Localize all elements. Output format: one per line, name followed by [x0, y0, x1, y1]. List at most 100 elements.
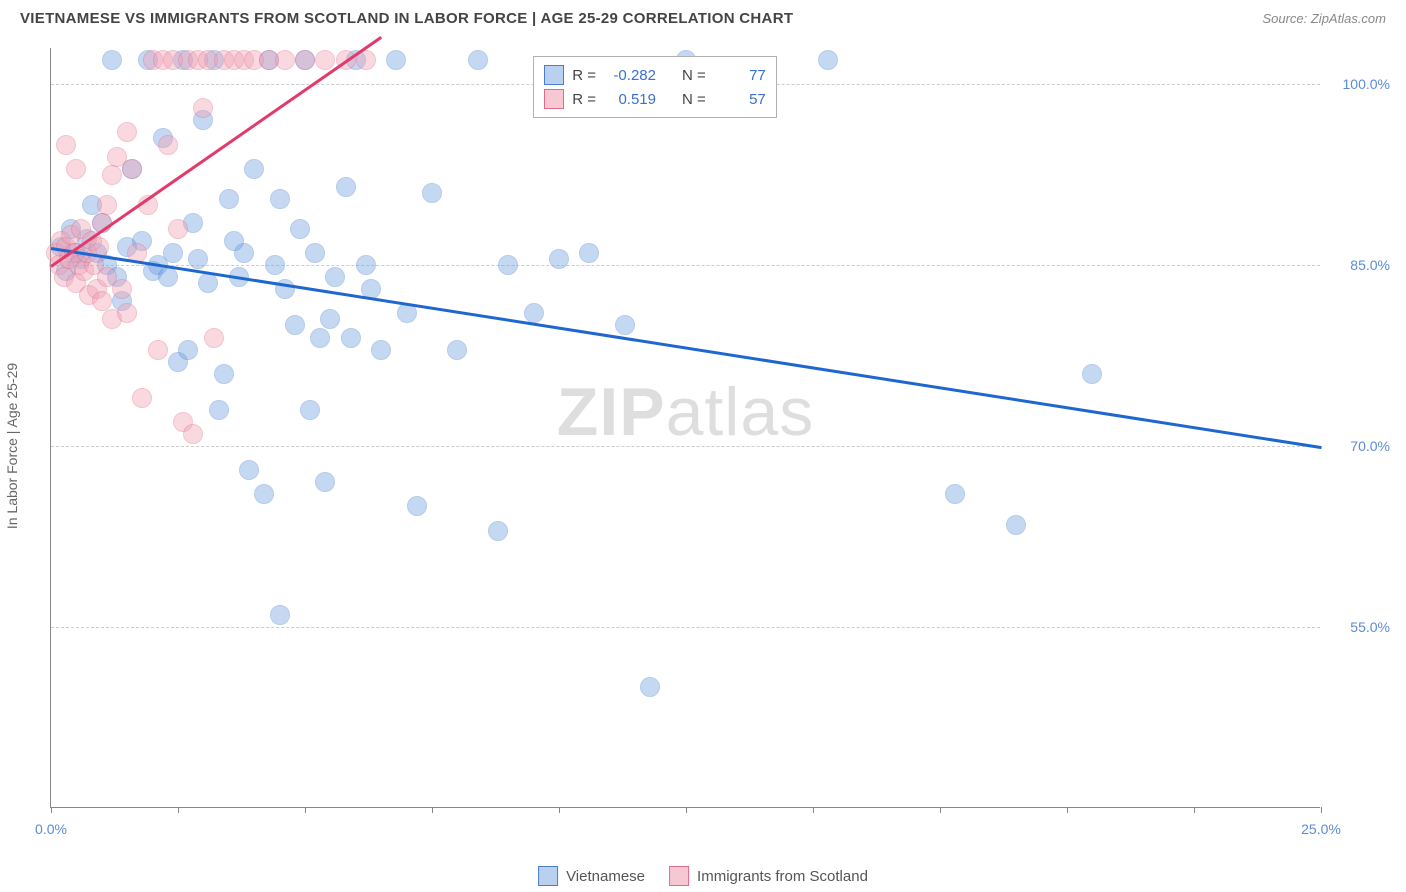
- stat-n-label: N =: [682, 67, 706, 84]
- data-point: [1006, 515, 1026, 535]
- data-point: [615, 315, 635, 335]
- legend-swatch: [669, 866, 689, 886]
- data-point: [158, 135, 178, 155]
- data-point: [488, 521, 508, 541]
- stat-r-label: R =: [572, 91, 596, 108]
- gridline: [51, 446, 1320, 447]
- data-point: [168, 219, 188, 239]
- stats-row: R = 0.519 N = 57: [544, 87, 766, 111]
- legend-item: Immigrants from Scotland: [669, 866, 868, 886]
- data-point: [336, 177, 356, 197]
- series-swatch: [544, 89, 564, 109]
- data-point: [92, 291, 112, 311]
- data-point: [640, 677, 660, 697]
- data-point: [524, 303, 544, 323]
- stats-row: R = -0.282 N = 77: [544, 63, 766, 87]
- data-point: [219, 189, 239, 209]
- source-link[interactable]: ZipAtlas.com: [1311, 11, 1386, 26]
- x-tick-mark: [1194, 807, 1195, 813]
- data-point: [193, 98, 213, 118]
- source-credit: Source: ZipAtlas.com: [1262, 11, 1386, 26]
- data-point: [117, 303, 137, 323]
- series-swatch: [544, 65, 564, 85]
- data-point: [163, 243, 183, 263]
- data-point: [447, 340, 467, 360]
- data-point: [204, 328, 224, 348]
- stat-n-label: N =: [682, 91, 706, 108]
- y-tick-label: 100.0%: [1330, 76, 1390, 92]
- data-point: [112, 279, 132, 299]
- x-tick-mark: [51, 807, 52, 813]
- data-point: [102, 50, 122, 70]
- data-point: [244, 159, 264, 179]
- data-point: [549, 249, 569, 269]
- data-point: [122, 159, 142, 179]
- data-point: [198, 273, 218, 293]
- data-point: [310, 328, 330, 348]
- data-point: [239, 460, 259, 480]
- data-point: [270, 189, 290, 209]
- data-point: [265, 255, 285, 275]
- data-point: [305, 243, 325, 263]
- data-point: [407, 496, 427, 516]
- data-point: [275, 50, 295, 70]
- stats-box: R = -0.282 N = 77 R = 0.519 N = 57: [533, 56, 777, 118]
- trend-line: [50, 36, 382, 268]
- data-point: [325, 267, 345, 287]
- data-point: [579, 243, 599, 263]
- data-point: [356, 255, 376, 275]
- data-point: [183, 424, 203, 444]
- stat-r-value: 0.519: [604, 91, 656, 108]
- data-point: [295, 50, 315, 70]
- stat-r-label: R =: [572, 67, 596, 84]
- data-point: [290, 219, 310, 239]
- y-axis-label: In Labor Force | Age 25-29: [4, 363, 20, 529]
- x-tick-mark: [178, 807, 179, 813]
- stat-n-value: 77: [714, 67, 766, 84]
- gridline: [51, 627, 1320, 628]
- data-point: [148, 340, 168, 360]
- data-point: [102, 165, 122, 185]
- legend: Vietnamese Immigrants from Scotland: [538, 866, 868, 886]
- data-point: [422, 183, 442, 203]
- x-tick-mark: [1321, 807, 1322, 813]
- data-point: [1082, 364, 1102, 384]
- data-point: [285, 315, 305, 335]
- data-point: [371, 340, 391, 360]
- data-point: [945, 484, 965, 504]
- data-point: [315, 472, 335, 492]
- legend-label: Vietnamese: [566, 868, 645, 885]
- legend-swatch: [538, 866, 558, 886]
- data-point: [254, 484, 274, 504]
- x-tick-label: 25.0%: [1301, 821, 1341, 837]
- data-point: [97, 195, 117, 215]
- stat-n-value: 57: [714, 91, 766, 108]
- trend-line: [51, 247, 1321, 449]
- data-point: [56, 135, 76, 155]
- data-point: [132, 388, 152, 408]
- data-point: [209, 400, 229, 420]
- data-point: [66, 159, 86, 179]
- header: VIETNAMESE VS IMMIGRANTS FROM SCOTLAND I…: [0, 0, 1406, 35]
- data-point: [224, 231, 244, 251]
- data-point: [117, 122, 137, 142]
- x-tick-mark: [813, 807, 814, 813]
- data-point: [818, 50, 838, 70]
- watermark: ZIPatlas: [557, 373, 814, 451]
- data-point: [178, 340, 198, 360]
- chart-plot-area: ZIPatlas 100.0%85.0%70.0%55.0%0.0%25.0%R…: [50, 48, 1320, 808]
- data-point: [214, 364, 234, 384]
- x-tick-label: 0.0%: [35, 821, 67, 837]
- y-tick-label: 55.0%: [1330, 619, 1390, 635]
- data-point: [300, 400, 320, 420]
- gridline: [51, 265, 1320, 266]
- data-point: [386, 50, 406, 70]
- data-point: [498, 255, 518, 275]
- data-point: [188, 249, 208, 269]
- x-tick-mark: [305, 807, 306, 813]
- data-point: [320, 309, 340, 329]
- y-tick-label: 70.0%: [1330, 438, 1390, 454]
- stat-r-value: -0.282: [604, 67, 656, 84]
- x-tick-mark: [940, 807, 941, 813]
- x-tick-mark: [686, 807, 687, 813]
